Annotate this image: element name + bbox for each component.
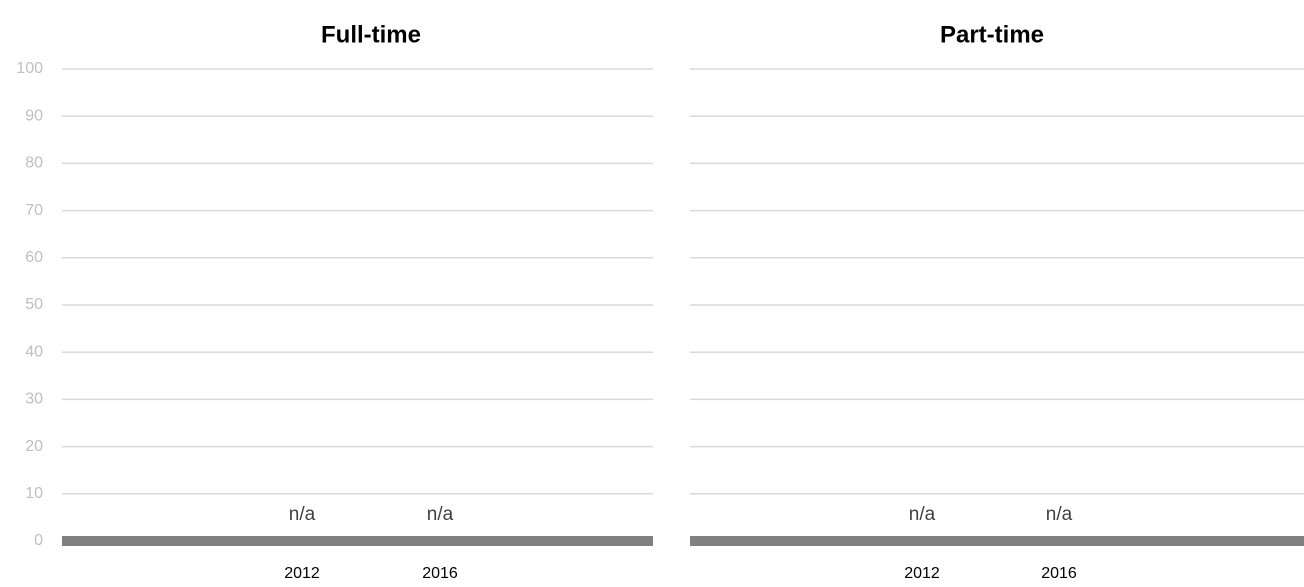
y-tick-label-90: 90 xyxy=(25,107,43,124)
y-tick-label-70: 70 xyxy=(25,202,43,219)
y-tick-label-20: 20 xyxy=(25,438,43,455)
full-time-x-axis-line xyxy=(62,536,653,546)
full-time-data-label-2016: n/a xyxy=(427,504,454,525)
part-time-data-label-2016: n/a xyxy=(1046,504,1073,525)
full-time-x-tick-label-2016: 2016 xyxy=(422,565,458,582)
part-time-panel: Part-time n/a 2012 n/a 2016 xyxy=(690,21,1304,582)
full-time-x-tick-label-2012: 2012 xyxy=(284,565,320,582)
part-time-x-tick-label-2016: 2016 xyxy=(1041,565,1077,582)
y-tick-label-60: 60 xyxy=(25,249,43,266)
y-tick-label-80: 80 xyxy=(25,155,43,172)
y-tick-label-40: 40 xyxy=(25,343,43,360)
full-time-chart-title: Full-time xyxy=(321,21,421,48)
y-tick-label-10: 10 xyxy=(25,485,43,502)
part-time-data-label-2012: n/a xyxy=(909,504,936,525)
y-tick-label-0: 0 xyxy=(34,532,43,549)
part-time-chart-title: Part-time xyxy=(940,21,1044,48)
part-time-x-tick-label-2012: 2012 xyxy=(904,565,940,582)
part-time-x-axis-line xyxy=(690,536,1304,546)
y-tick-label-30: 30 xyxy=(25,391,43,408)
full-time-panel: Full-time 0 10 20 30 40 50 60 70 80 90 100 n/a 2012 n/… xyxy=(16,21,653,582)
full-time-data-label-2012: n/a xyxy=(289,504,316,525)
y-tick-label-50: 50 xyxy=(25,296,43,313)
y-tick-label-100: 100 xyxy=(16,60,43,77)
